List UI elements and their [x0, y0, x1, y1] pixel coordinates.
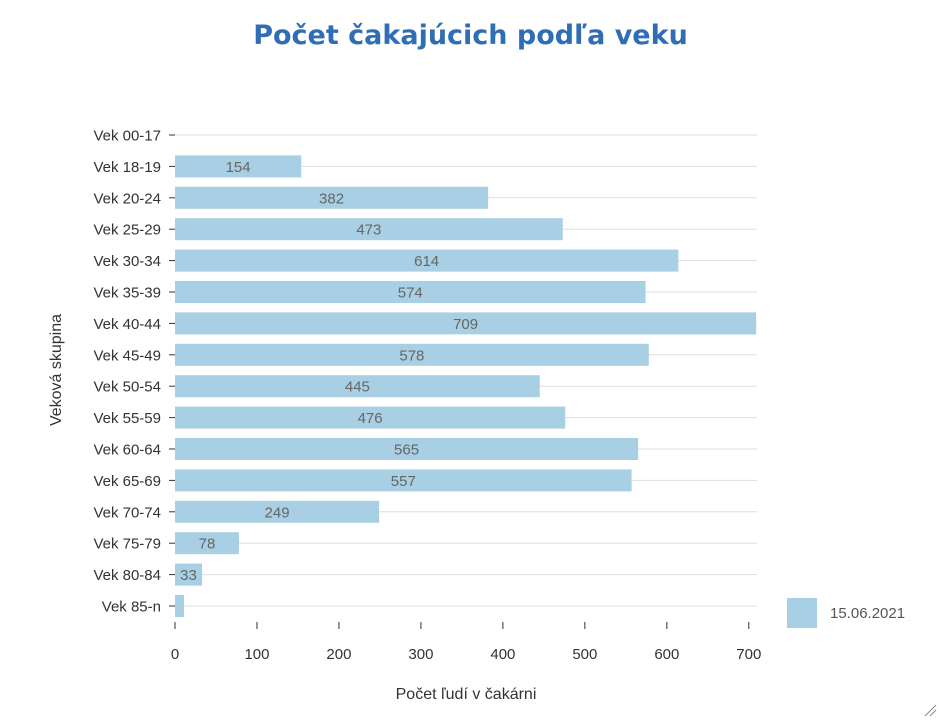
y-tick-label: Vek 60-64	[93, 442, 161, 459]
x-tick-label: 500	[572, 646, 597, 663]
bar	[175, 218, 563, 241]
bar	[175, 155, 302, 178]
bar	[175, 312, 757, 335]
bars	[175, 155, 757, 617]
bar	[175, 406, 566, 429]
data-label: 709	[453, 316, 478, 333]
x-tick-label: 0	[171, 646, 179, 663]
x-tick-label: 100	[244, 646, 269, 663]
x-tick-label: 400	[490, 646, 515, 663]
x-tick-label: 600	[654, 646, 679, 663]
legend-label: 15.06.2021	[830, 604, 906, 622]
bar	[175, 595, 185, 617]
y-tick-label: Vek 80-84	[93, 567, 161, 584]
data-label: 473	[356, 222, 381, 239]
y-tick-label: Vek 70-74	[93, 504, 161, 521]
bar	[175, 375, 540, 398]
data-label: 565	[394, 442, 419, 459]
y-tick-label: Vek 30-34	[93, 253, 161, 270]
data-label: 574	[398, 285, 423, 302]
y-axis-title: Veková skupina	[48, 313, 65, 427]
bar	[175, 532, 239, 555]
data-label: 382	[319, 190, 344, 207]
data-label: 154	[226, 159, 251, 176]
y-tick-label: Vek 20-24	[93, 190, 161, 207]
bar	[175, 186, 489, 209]
legend-swatch	[787, 598, 817, 628]
data-label: 33	[180, 567, 197, 584]
chart-title: Počet čakajúcich podľa veku	[253, 20, 688, 51]
y-tick-label: Vek 40-44	[93, 316, 161, 333]
data-label: 557	[391, 473, 416, 490]
x-tick-label: 700	[736, 646, 761, 663]
x-tick-label: 200	[326, 646, 351, 663]
data-label: 78	[199, 536, 216, 553]
y-tick-label: Vek 50-54	[93, 379, 161, 396]
bar	[175, 500, 380, 523]
data-label: 249	[265, 504, 290, 521]
y-tick-label: Vek 45-49	[93, 347, 161, 364]
y-tick-label: Vek 25-29	[93, 222, 161, 239]
data-label: 476	[358, 410, 383, 427]
y-tick-label: Vek 85-n	[102, 599, 161, 616]
y-tick-label: Vek 18-19	[93, 159, 161, 176]
data-label: 578	[399, 347, 424, 364]
data-label: 614	[414, 253, 439, 270]
resize-grip-icon[interactable]	[923, 703, 937, 717]
x-axis-title: Počet ľudí v čakárni	[395, 686, 537, 703]
y-tick-label: Vek 35-39	[93, 285, 161, 302]
x-tick-label: 300	[408, 646, 433, 663]
bar	[175, 343, 649, 366]
y-tick-label: Vek 55-59	[93, 410, 161, 427]
bar	[175, 281, 646, 303]
bar	[175, 438, 639, 460]
bar	[175, 249, 679, 272]
y-tick-label: Vek 00-17	[93, 128, 161, 145]
bar	[175, 469, 632, 492]
legend[interactable]: 15.06.2021	[787, 598, 905, 628]
y-tick-label: Vek 75-79	[93, 536, 161, 553]
axes: Vek 00-17 Vek 18-19 Vek 20-24 Vek 25-29 Vek …	[93, 128, 761, 664]
data-label: 445	[345, 379, 370, 396]
y-tick-label: Vek 65-69	[93, 473, 161, 490]
bar	[175, 563, 203, 586]
